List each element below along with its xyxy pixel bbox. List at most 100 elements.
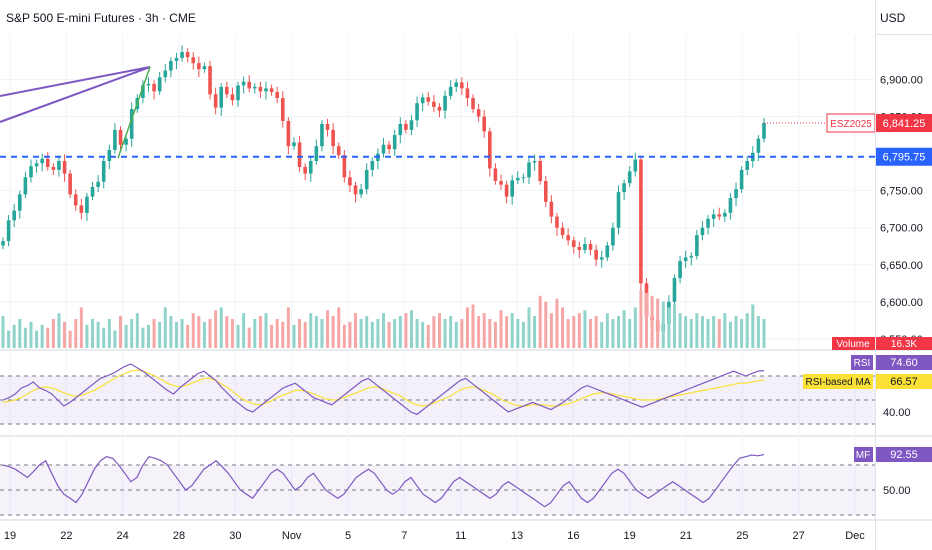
rsi-tick-label: 40.00: [883, 407, 911, 419]
volume-bar: [566, 319, 570, 348]
time-tick-label: 19: [624, 530, 636, 542]
candle-body: [225, 86, 229, 95]
candle-body: [723, 212, 727, 217]
volume-bar: [544, 301, 548, 348]
time-tick-label: 11: [455, 530, 466, 542]
volume-bar: [622, 310, 626, 348]
candle-body: [599, 257, 604, 260]
volume-bar: [449, 316, 453, 348]
volume-bar: [376, 319, 380, 348]
time-tick-label: Nov: [282, 530, 302, 542]
candle-body: [73, 194, 78, 206]
volume-bar: [577, 313, 581, 348]
volume-bar: [533, 316, 537, 348]
rsi-tag: [851, 355, 873, 370]
volume-bar: [74, 319, 78, 348]
candle-body: [17, 194, 22, 211]
volume-bar: [258, 316, 262, 348]
volume-bar: [124, 324, 128, 348]
candle-body: [392, 135, 397, 150]
volume-bar: [348, 321, 352, 348]
volume-bar: [460, 319, 464, 348]
candle-body: [560, 227, 565, 236]
volume-bar: [510, 313, 514, 348]
candle-body: [739, 169, 744, 190]
volume-bar: [756, 316, 760, 348]
volume-bar: [644, 292, 648, 348]
volume-bar: [594, 316, 598, 348]
candle-body: [549, 201, 554, 217]
volume-tag-label: Volume: [836, 339, 870, 350]
candle-body: [678, 261, 682, 279]
volume-bar: [208, 319, 212, 348]
volume-bar: [437, 313, 441, 348]
mf-line: [2, 453, 765, 508]
volume-bar: [589, 319, 593, 348]
price-tick-label: 6,700.00: [880, 223, 923, 235]
candle-body: [622, 183, 626, 193]
rsi-ma-value-label: 66.57: [890, 376, 918, 388]
volume-bar: [292, 324, 296, 348]
volume-bar: [29, 321, 33, 348]
candle-body: [745, 161, 750, 170]
candle-body: [62, 161, 67, 174]
rsi-line: [2, 363, 765, 416]
volume-bar: [186, 324, 190, 348]
candle-body: [493, 168, 498, 182]
volume-bar: [242, 313, 246, 348]
volume-bar: [119, 316, 123, 348]
volume-bar: [633, 307, 637, 348]
volume-bar: [342, 324, 346, 348]
candle-body: [191, 57, 196, 64]
candle-body: [443, 95, 447, 111]
candle-body: [577, 246, 582, 250]
volume-bar: [23, 327, 27, 348]
candle-body: [90, 186, 95, 197]
volume-bar: [303, 321, 307, 348]
volume-bar: [751, 304, 755, 348]
candle-body: [51, 166, 56, 170]
candle-body: [174, 57, 179, 61]
volume-bar: [63, 321, 67, 348]
candle-body: [465, 88, 470, 98]
candle-body: [208, 66, 212, 95]
volume-bar: [656, 298, 660, 348]
candle-body: [157, 77, 162, 92]
candle-body: [471, 98, 475, 110]
volume-bar: [320, 319, 324, 348]
mf-tag: [854, 447, 873, 462]
volume-bar: [35, 330, 39, 348]
volume-bar: [163, 307, 167, 348]
chart-title: S&P 500 E-mini Futures · 3h · CME: [6, 11, 196, 25]
candle-body: [515, 178, 520, 181]
candle-body: [588, 244, 593, 250]
volume-bar: [365, 316, 369, 348]
volume-bar: [583, 310, 587, 348]
volume-bar: [572, 316, 576, 348]
candle-body: [29, 166, 33, 178]
candle-body: [40, 158, 44, 164]
currency-label[interactable]: USD: [880, 11, 906, 25]
candle-body: [476, 109, 481, 117]
candle-body: [320, 123, 324, 147]
candle-body: [734, 189, 738, 199]
volume-bar: [684, 316, 688, 348]
rsi-ma-value-tag: [876, 374, 932, 389]
candle-body: [152, 83, 156, 92]
volume-bar: [695, 313, 699, 348]
candle-body: [124, 138, 128, 145]
candle-body: [633, 159, 638, 172]
candle-body: [762, 123, 766, 139]
candle-body: [364, 169, 369, 190]
candle-body: [180, 52, 184, 58]
candle-body: [303, 166, 307, 174]
candle-body: [717, 214, 722, 217]
candle-body: [163, 70, 168, 78]
volume-bar: [499, 310, 503, 348]
volume-bar: [96, 321, 100, 348]
volume-bar: [728, 321, 732, 348]
candle-body: [420, 97, 425, 104]
time-tick-label: 19: [4, 530, 16, 542]
volume-bar: [102, 327, 106, 348]
